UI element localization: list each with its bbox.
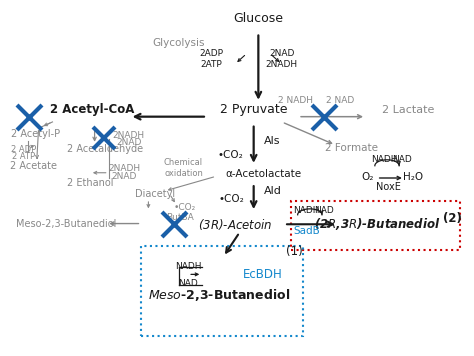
Text: ButBA: ButBA — [166, 213, 194, 222]
Text: NoxE: NoxE — [375, 182, 401, 192]
Bar — [291, 201, 459, 250]
Text: 2NADH: 2NADH — [266, 60, 298, 69]
Text: H₂O: H₂O — [403, 172, 423, 182]
Text: 2 Ethanol: 2 Ethanol — [67, 178, 113, 188]
Text: $\mathit{Meso}$-2,3-Butanediol: $\mathit{Meso}$-2,3-Butanediol — [148, 287, 291, 303]
Text: 2NADH: 2NADH — [113, 131, 145, 140]
Text: Als: Als — [264, 136, 281, 146]
Text: 2NAD: 2NAD — [116, 138, 141, 147]
Text: NAD: NAD — [314, 206, 334, 215]
Text: 2 Acetyl-CoA: 2 Acetyl-CoA — [50, 103, 135, 116]
Text: EcBDH: EcBDH — [243, 268, 283, 281]
Text: •CO₂: •CO₂ — [218, 150, 243, 160]
Text: SadB: SadB — [293, 226, 320, 236]
Text: 2NADH: 2NADH — [108, 164, 140, 173]
Text: Ald: Ald — [264, 186, 282, 196]
Text: (3$R$)-Acetoin: (3$R$)-Acetoin — [198, 217, 272, 232]
Text: Glycolysis: Glycolysis — [153, 38, 205, 48]
Text: 2 Pyruvate: 2 Pyruvate — [220, 103, 287, 116]
Text: •CO₂: •CO₂ — [173, 203, 196, 212]
Text: Diacetyl: Diacetyl — [136, 189, 175, 199]
Text: Glucose: Glucose — [233, 12, 283, 25]
Text: 2NAD: 2NAD — [269, 49, 294, 58]
Text: 2 Acetaldehyde: 2 Acetaldehyde — [67, 144, 144, 154]
Text: 2 Acetyl-P: 2 Acetyl-P — [10, 129, 60, 139]
Text: 2 Lactate: 2 Lactate — [382, 105, 434, 115]
Text: 2ATP: 2ATP — [201, 60, 222, 69]
Text: 2ADP: 2ADP — [200, 49, 224, 58]
Bar — [141, 246, 303, 336]
Text: NADH: NADH — [175, 262, 201, 271]
Text: 2 ATP: 2 ATP — [12, 152, 36, 161]
Text: NAD: NAD — [178, 279, 198, 288]
Text: 2 NADH: 2 NADH — [278, 96, 313, 105]
Text: 2NAD: 2NAD — [111, 172, 137, 181]
Text: Chemical
oxidation: Chemical oxidation — [164, 158, 203, 178]
Text: NAD: NAD — [392, 155, 412, 164]
Text: NADH: NADH — [293, 206, 320, 215]
Text: 2 ADP: 2 ADP — [11, 145, 36, 154]
Text: •CO₂: •CO₂ — [219, 194, 244, 204]
Text: (2): (2) — [443, 212, 462, 225]
Text: O₂: O₂ — [361, 172, 374, 182]
Text: (1): (1) — [286, 245, 303, 258]
Text: 2 Acetate: 2 Acetate — [10, 161, 57, 171]
Text: Meso-2,3-Butanediol: Meso-2,3-Butanediol — [16, 219, 117, 229]
Text: NADH: NADH — [372, 155, 398, 164]
Text: α-Acetolactate: α-Acetolactate — [225, 169, 301, 179]
Text: (2$R$,3$R$)-Butanediol: (2$R$,3$R$)-Butanediol — [314, 216, 441, 232]
Text: 2 Formate: 2 Formate — [326, 143, 378, 153]
Text: 2 NAD: 2 NAD — [326, 96, 355, 105]
